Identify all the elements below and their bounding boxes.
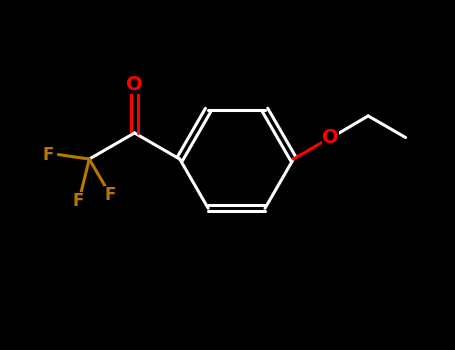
Text: F: F [104,186,116,203]
Text: F: F [72,192,84,210]
Text: O: O [323,128,339,147]
Text: O: O [126,75,143,94]
Text: F: F [43,146,54,163]
